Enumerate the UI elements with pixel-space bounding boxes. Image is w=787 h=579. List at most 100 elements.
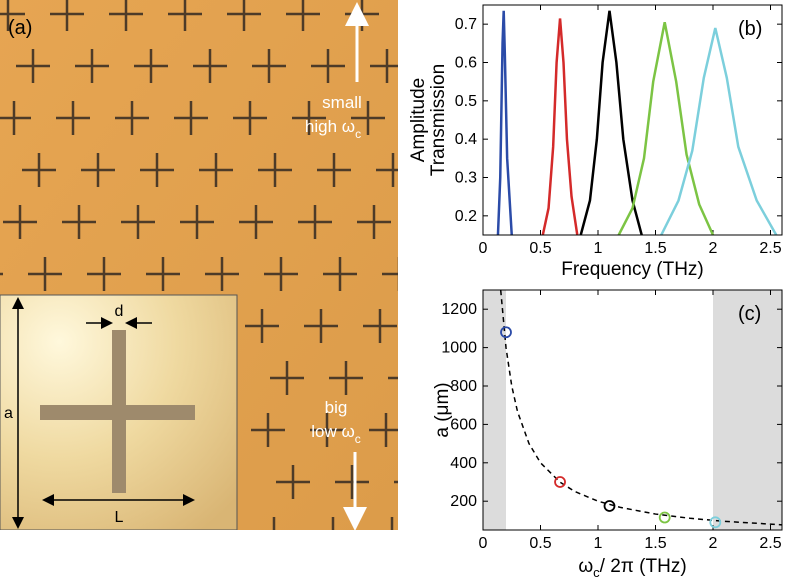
cross bbox=[298, 205, 332, 239]
cross bbox=[404, 0, 438, 31]
x-axis-label: Frequency (THz) bbox=[561, 259, 704, 280]
x-tick-label: 1 bbox=[594, 240, 603, 257]
cross bbox=[434, 517, 468, 551]
y-tick-label: 1200 bbox=[441, 301, 477, 318]
cross bbox=[109, 0, 143, 31]
cross bbox=[75, 49, 109, 83]
cross bbox=[199, 153, 233, 187]
y-tick-label: 400 bbox=[450, 455, 477, 472]
cross bbox=[28, 257, 62, 291]
point bbox=[658, 511, 671, 524]
line bbox=[617, 22, 715, 235]
cross bbox=[87, 257, 121, 291]
y-axis-label: a (μm) bbox=[432, 382, 453, 437]
chart: 0 0.5 1 1.5 2 2.5 0.2 0.3 0.4 0.5 0.6 0.7 (b) Amplitu… bbox=[408, 4, 783, 280]
line bbox=[660, 27, 778, 235]
x-tick-label: 2.5 bbox=[759, 240, 781, 257]
cross bbox=[193, 49, 227, 83]
y-tick-label: 0.5 bbox=[455, 93, 477, 110]
cross bbox=[22, 153, 56, 187]
cross bbox=[245, 309, 279, 343]
cross bbox=[251, 413, 285, 447]
cross bbox=[382, 257, 398, 291]
cross bbox=[0, 101, 31, 135]
annotation: small bbox=[322, 93, 362, 112]
x-tick-label: 1.5 bbox=[644, 535, 666, 552]
annotation: low ωc bbox=[311, 422, 361, 446]
cross bbox=[331, 517, 335, 530]
y-axis-label: Transmission bbox=[428, 64, 449, 176]
cross bbox=[329, 361, 363, 395]
y-tick-label: 0.6 bbox=[455, 55, 477, 72]
cross bbox=[286, 0, 320, 31]
x-tick-label: 0.5 bbox=[529, 535, 551, 552]
cross bbox=[16, 49, 50, 83]
cross bbox=[174, 101, 208, 135]
frame bbox=[482, 289, 783, 531]
cross bbox=[390, 517, 394, 530]
annotation-subscript: c bbox=[355, 432, 361, 446]
x-axis-label: ωc/ 2π (THz) bbox=[578, 556, 686, 579]
shaded-region bbox=[713, 290, 782, 530]
x-axis-label-subscript: c bbox=[593, 565, 600, 579]
cross bbox=[264, 257, 298, 291]
cross bbox=[388, 376, 398, 380]
inset-cross bbox=[40, 405, 195, 420]
annotation: low ω bbox=[311, 422, 355, 441]
cross bbox=[168, 0, 202, 31]
y-tick-label: 0.2 bbox=[455, 208, 477, 225]
cross bbox=[134, 49, 168, 83]
cross bbox=[140, 153, 174, 187]
cross bbox=[180, 205, 214, 239]
frame bbox=[482, 4, 783, 236]
cross bbox=[227, 0, 261, 31]
x-tick-label: 2 bbox=[709, 535, 718, 552]
cross bbox=[50, 0, 84, 31]
cross bbox=[369, 413, 398, 447]
y-axis-label: Amplitude bbox=[408, 78, 429, 163]
y-tick-label: 0.3 bbox=[455, 170, 477, 187]
cross bbox=[416, 205, 450, 239]
cross bbox=[146, 257, 180, 291]
cross bbox=[292, 101, 326, 135]
cross bbox=[56, 101, 90, 135]
cross bbox=[115, 101, 149, 135]
cross bbox=[317, 153, 351, 187]
x-tick-label: 2 bbox=[709, 240, 718, 257]
cross bbox=[394, 480, 398, 484]
point bbox=[603, 500, 616, 512]
cross bbox=[270, 361, 304, 395]
cross-array bbox=[0, 0, 468, 551]
cross bbox=[335, 465, 369, 499]
x-axis-label: / 2π (THz) bbox=[600, 556, 687, 577]
panel-label: (b) bbox=[738, 18, 762, 40]
cross bbox=[272, 517, 276, 530]
inset-label: a bbox=[4, 405, 13, 422]
inset-label: L bbox=[115, 509, 124, 526]
photo-panel: d a L (a) small high ωc big low ωc bbox=[0, 0, 468, 551]
line bbox=[496, 10, 513, 235]
cross bbox=[81, 153, 115, 187]
x-axis-label: ω bbox=[578, 556, 593, 577]
point bbox=[554, 476, 566, 488]
x-tick-label: 1 bbox=[594, 535, 603, 552]
inset-label: d bbox=[115, 303, 124, 320]
y-tick-label: 800 bbox=[450, 378, 477, 395]
cross bbox=[276, 465, 310, 499]
cross bbox=[363, 309, 397, 343]
fit-line bbox=[499, 290, 782, 526]
cross bbox=[3, 205, 37, 239]
x-tick-label: 2.5 bbox=[759, 535, 781, 552]
cross bbox=[351, 101, 385, 135]
y-tick-label: 600 bbox=[450, 416, 477, 433]
cross bbox=[205, 257, 239, 291]
chart: 0 0.5 1 1.5 2 2.5 200 400 600 800 1000 1200 (c) a (μm… bbox=[432, 289, 783, 579]
line bbox=[541, 18, 579, 235]
y-tick-label: 200 bbox=[450, 493, 477, 510]
cross bbox=[310, 413, 344, 447]
cross bbox=[239, 205, 273, 239]
cross bbox=[233, 101, 267, 135]
cross bbox=[62, 205, 96, 239]
cross bbox=[376, 153, 398, 187]
